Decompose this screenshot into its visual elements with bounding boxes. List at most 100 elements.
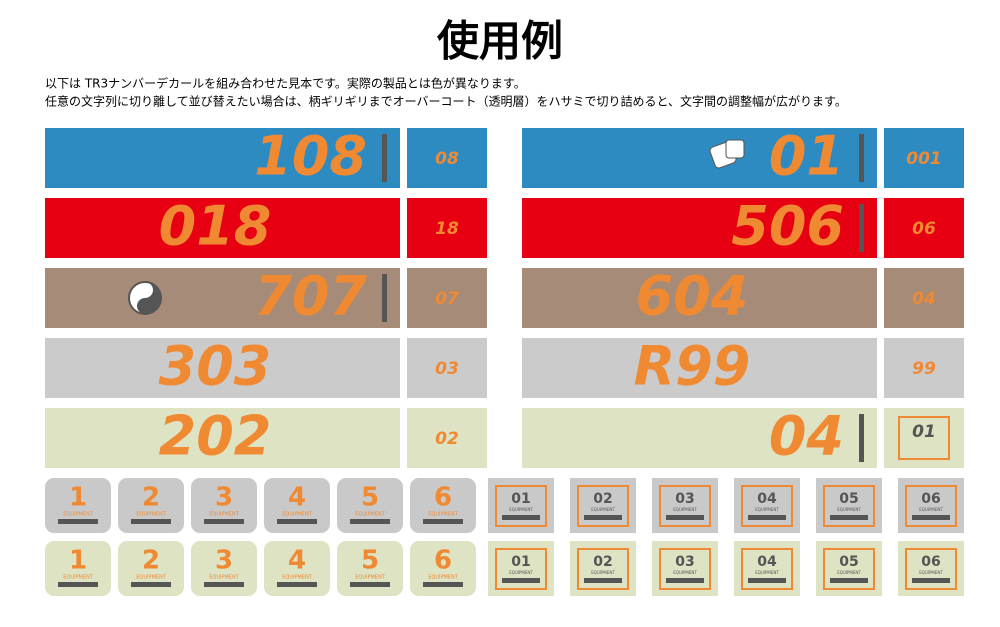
tile-label: EQUIPMENT: [355, 575, 385, 581]
panel: [45, 338, 400, 398]
panel-small: [407, 338, 487, 398]
boxed-stripe: [584, 515, 622, 520]
tile-stripe: [131, 519, 171, 524]
small-number: 001: [906, 149, 942, 169]
boxed-tile: [816, 478, 882, 533]
tile-label: EQUIPMENT: [136, 575, 166, 581]
boxed-number: 03: [675, 491, 694, 507]
box: [898, 416, 950, 460]
tile-number: 2: [142, 483, 160, 513]
panel-small: [407, 128, 487, 188]
stripe-bar: [382, 274, 387, 322]
boxed-number: 04: [757, 554, 777, 570]
boxed-stripe: [912, 578, 950, 583]
tile-label: EQUIPMENT: [428, 575, 458, 581]
boxed-number: 01: [511, 554, 530, 570]
boxed-stripe: [830, 515, 868, 520]
boxed-stripe: [748, 578, 786, 583]
big-number: 506: [731, 195, 844, 258]
tile-number: 1: [69, 483, 87, 513]
boxed-tile: [570, 478, 636, 533]
boxed-tile: [898, 478, 964, 533]
tile-number: 3: [215, 546, 233, 576]
tile-number: 2: [142, 546, 160, 576]
tile-label: EQUIPMENT: [209, 575, 239, 581]
tile-number: 5: [361, 483, 379, 513]
panel: [522, 408, 877, 468]
panel-small: [407, 198, 487, 258]
small-number: 02: [435, 429, 459, 449]
boxed-label: EQUIPMENT: [591, 507, 615, 512]
boxed-tile: [734, 478, 800, 533]
stripe-bar: [859, 204, 864, 252]
stripe-bar: [859, 414, 864, 462]
panel-small: [884, 198, 964, 258]
panel-small: [884, 128, 964, 188]
tile-stripe: [277, 582, 317, 587]
small-number: 03: [435, 359, 459, 379]
boxed-label: EQUIPMENT: [509, 570, 533, 575]
boxed-label: EQUIPMENT: [755, 570, 779, 575]
tile-label: EQUIPMENT: [63, 512, 93, 518]
tile-number: 4: [288, 546, 306, 576]
small-number: 18: [435, 219, 459, 239]
boxed-number: 01: [511, 491, 530, 507]
boxed-tile: [652, 478, 718, 533]
boxed-label: EQUIPMENT: [755, 507, 779, 512]
panel-small: [884, 338, 964, 398]
big-number: 018: [159, 195, 272, 258]
boxed-tile: [488, 478, 554, 533]
boxed-stripe: [748, 515, 786, 520]
boxed-number: 06: [921, 554, 940, 570]
panel-small: [884, 268, 964, 328]
tile-stripe: [131, 582, 171, 587]
tile-label: EQUIPMENT: [63, 575, 93, 581]
boxed-label: EQUIPMENT: [919, 507, 943, 512]
boxed-label: EQUIPMENT: [673, 570, 697, 575]
boxed-number: 04: [757, 491, 777, 507]
tile-stripe: [58, 519, 98, 524]
dice-icon: [725, 139, 745, 159]
tile-stripe: [204, 519, 244, 524]
boxed-tile: [734, 541, 800, 596]
boxed-frame: [577, 548, 629, 590]
big-number: 604: [636, 265, 749, 328]
panel-small: [407, 268, 487, 328]
tile-number: 6: [434, 483, 452, 513]
panel-small: [407, 408, 487, 468]
boxed-label: EQUIPMENT: [591, 570, 615, 575]
boxed-frame: [905, 485, 957, 527]
description: 任意の文字列に切り離して並び替えたい場合は、柄ギリギリまでオーバーコート（透明層…: [45, 94, 847, 109]
boxed-stripe: [830, 578, 868, 583]
tile-label: EQUIPMENT: [136, 512, 166, 518]
small-number: 04: [912, 289, 936, 309]
small-number: 08: [435, 149, 459, 169]
title: 使用例: [437, 17, 563, 66]
tile-stripe: [277, 519, 317, 524]
tile-stripe: [350, 519, 390, 524]
boxed-label: EQUIPMENT: [837, 507, 861, 512]
description: 以下は TR3ナンバーデカールを組み合わせた見本です。実際の製品とは色が異なりま…: [45, 76, 526, 91]
small-number: 06: [912, 219, 936, 239]
panel: [45, 198, 400, 258]
big-number: 01: [769, 125, 844, 188]
boxed-frame: [823, 548, 875, 590]
panel: [522, 338, 877, 398]
tile-label: EQUIPMENT: [282, 575, 312, 581]
tile-stripe: [423, 582, 463, 587]
tile-number: 6: [434, 546, 452, 576]
big-number: 202: [159, 405, 272, 468]
tile-stripe: [350, 582, 390, 587]
small-number: 01: [912, 422, 936, 442]
boxed-frame: [577, 485, 629, 527]
boxed-label: EQUIPMENT: [919, 570, 943, 575]
big-number: 04: [769, 405, 844, 468]
boxed-tile: [898, 541, 964, 596]
stripe-bar: [382, 134, 387, 182]
boxed-label: EQUIPMENT: [509, 507, 533, 512]
panel: [522, 268, 877, 328]
tile-label: EQUIPMENT: [428, 512, 458, 518]
boxed-number: 03: [675, 554, 694, 570]
tile-label: EQUIPMENT: [209, 512, 239, 518]
